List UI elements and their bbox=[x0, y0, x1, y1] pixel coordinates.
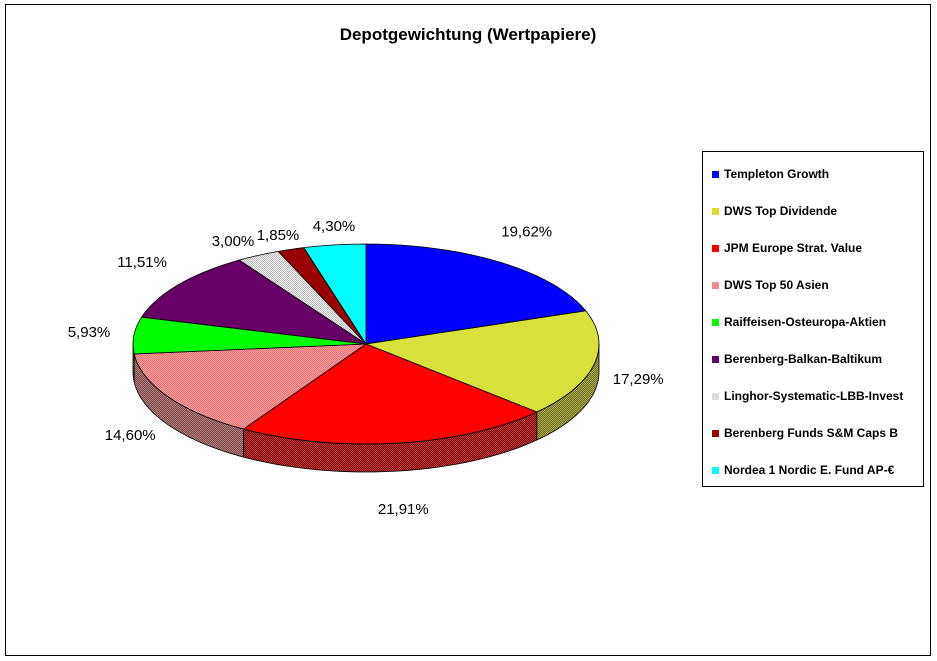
slice-label-4: 5,93% bbox=[68, 324, 111, 341]
legend-item: Nordea 1 Nordic E. Fund AP-€ bbox=[712, 461, 894, 479]
legend-label: Linghor-Systematic-LBB-Invest bbox=[724, 389, 904, 403]
legend-label: Berenberg Funds S&M Caps B bbox=[724, 426, 899, 440]
pie-slice-5 bbox=[141, 259, 367, 345]
legend-label: Berenberg-Balkan-Baltikum bbox=[724, 352, 883, 366]
slice-label-0: 19,62% bbox=[501, 223, 552, 240]
pie-slice-2 bbox=[243, 343, 538, 445]
legend-item: Templeton Growth bbox=[712, 165, 829, 183]
chart-title: Depotgewichtung (Wertpapiere) bbox=[339, 25, 597, 44]
pie-slice-3 bbox=[133, 343, 367, 430]
pie-slice-1 bbox=[365, 310, 600, 413]
pie-slice-4 bbox=[132, 316, 367, 355]
slice-label-6: 3,00% bbox=[212, 233, 255, 250]
legend-item: DWS Top Dividende bbox=[712, 202, 837, 220]
legend-swatch bbox=[712, 392, 719, 400]
legend-swatch bbox=[712, 429, 719, 437]
legend-swatch bbox=[712, 318, 719, 326]
slice-label-8: 4,30% bbox=[313, 218, 356, 235]
legend-item: JPM Europe Strat. Value bbox=[712, 239, 862, 257]
legend-swatch bbox=[712, 170, 719, 178]
slice-label-1: 17,29% bbox=[613, 371, 664, 388]
slice-label-2: 21,91% bbox=[378, 501, 429, 518]
legend-item: Berenberg Funds S&M Caps B bbox=[712, 424, 898, 442]
slice-label-3: 14,60% bbox=[105, 427, 156, 444]
legend-swatch bbox=[712, 207, 719, 215]
legend-label: DWS Top 50 Asien bbox=[724, 278, 829, 292]
legend-item: Berenberg-Balkan-Baltikum bbox=[712, 350, 882, 368]
legend-swatch bbox=[712, 281, 719, 289]
legend-swatch bbox=[712, 244, 719, 252]
legend-label: Templeton Growth bbox=[724, 167, 830, 181]
pie-slice-8 bbox=[303, 243, 367, 345]
legend-label: Raiffeisen-Osteuropa-Aktien bbox=[724, 315, 887, 329]
slice-label-7: 1,85% bbox=[257, 227, 300, 244]
legend-label: DWS Top Dividende bbox=[724, 204, 838, 218]
legend-item: Raiffeisen-Osteuropa-Aktien bbox=[712, 313, 886, 331]
legend-item: DWS Top 50 Asien bbox=[712, 276, 829, 294]
legend: Templeton Growth DWS Top Dividende JPM Eur… bbox=[702, 151, 924, 487]
legend-label: Nordea 1 Nordic E. Fund AP-€ bbox=[724, 463, 895, 477]
slice-label-5: 11,51% bbox=[117, 254, 167, 271]
legend-item: Linghor-Systematic-LBB-Invest bbox=[712, 387, 903, 405]
legend-swatch bbox=[712, 466, 719, 474]
legend-swatch bbox=[712, 355, 719, 363]
legend-label: JPM Europe Strat. Value bbox=[724, 241, 863, 255]
